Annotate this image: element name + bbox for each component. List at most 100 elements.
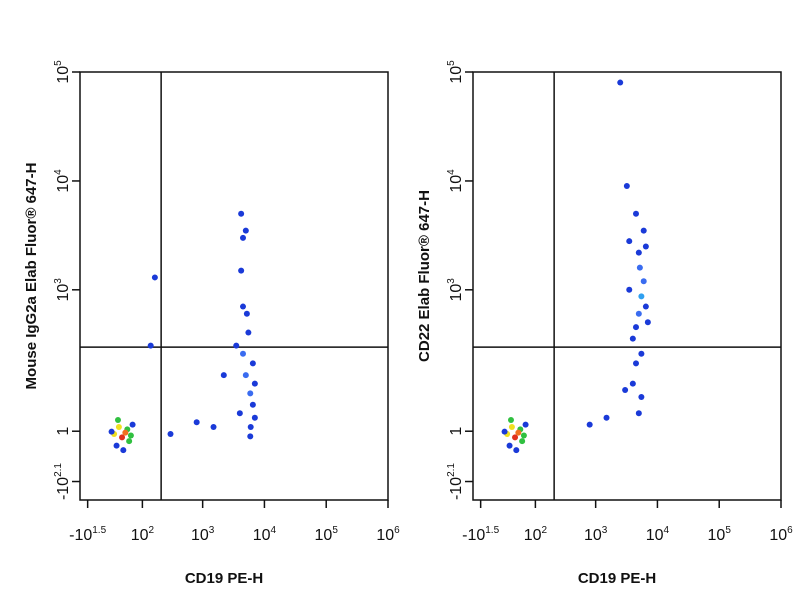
tick-label: -102.1 <box>446 463 465 500</box>
event-dot <box>210 423 217 430</box>
event-dot <box>519 438 526 445</box>
tick-base: -10 <box>462 527 485 544</box>
tick-exponent: 4 <box>53 169 64 175</box>
tick-exponent: 4 <box>664 525 670 536</box>
event-dot <box>151 274 158 281</box>
tick-label: 106 <box>769 525 793 544</box>
tick-exponent: 3 <box>446 278 457 284</box>
tick-base: 10 <box>55 175 72 193</box>
tick-base: -10 <box>448 477 465 500</box>
tick-base: 10 <box>448 175 465 193</box>
event-dot <box>508 423 515 430</box>
tick-label: 1 <box>448 427 465 436</box>
tick-exponent: 2.1 <box>53 463 64 477</box>
event-dot <box>220 372 227 379</box>
event-dot <box>119 434 126 441</box>
tick-base: 10 <box>646 527 664 544</box>
event-dot <box>626 238 633 245</box>
tick-label: 102 <box>131 525 155 544</box>
event-dot <box>638 293 645 300</box>
tick-label: 1 <box>55 427 72 436</box>
tick-exponent: 1.5 <box>485 525 499 536</box>
event-dot <box>238 267 245 274</box>
event-dot <box>126 438 133 445</box>
event-dot <box>632 360 639 367</box>
event-dot <box>122 429 129 436</box>
tick-exponent: 2.1 <box>446 463 457 477</box>
tick-label: 106 <box>376 525 400 544</box>
tick-label: 105 <box>53 60 72 84</box>
event-dot <box>108 428 115 435</box>
event-dot <box>238 210 245 217</box>
tick-label: 105 <box>708 525 732 544</box>
tick-label: 103 <box>446 278 465 302</box>
tick-label: -101.5 <box>69 525 106 544</box>
tick-base: 10 <box>448 284 465 302</box>
event-dot <box>501 428 508 435</box>
event-dot <box>642 303 649 310</box>
event-dot <box>193 419 200 426</box>
event-dot <box>127 432 134 439</box>
tick-exponent: 6 <box>787 525 793 536</box>
tick-base: 10 <box>55 284 72 302</box>
event-dot <box>629 380 636 387</box>
tick-exponent: 3 <box>209 525 215 536</box>
tick-exponent: 5 <box>446 60 457 66</box>
event-dot <box>638 350 645 357</box>
tick-label: 105 <box>446 60 465 84</box>
event-dot <box>236 410 243 417</box>
tick-base: 10 <box>253 527 271 544</box>
event-dot <box>249 401 256 408</box>
event-dot <box>251 380 258 387</box>
event-dot <box>242 227 249 234</box>
tick-base: 10 <box>376 527 394 544</box>
tick-base: -10 <box>69 527 92 544</box>
tick-base: 10 <box>524 527 542 544</box>
event-dot <box>515 429 522 436</box>
tick-base: 10 <box>769 527 787 544</box>
tick-label: -102.1 <box>53 463 72 500</box>
tick-label: 104 <box>253 525 277 544</box>
event-dot <box>617 79 624 86</box>
tick-exponent: 3 <box>53 278 64 284</box>
tick-base: 10 <box>708 527 726 544</box>
event-dot <box>522 421 529 428</box>
event-dot <box>249 360 256 367</box>
event-dot <box>642 243 649 250</box>
event-dot <box>635 249 642 256</box>
event-dot <box>247 390 254 397</box>
tick-exponent: 4 <box>271 525 277 536</box>
event-dot <box>147 342 154 349</box>
tick-label: -101.5 <box>462 525 499 544</box>
event-dot <box>120 447 127 454</box>
event-dot <box>114 416 121 423</box>
tick-label: 103 <box>584 525 608 544</box>
event-dot <box>243 310 250 317</box>
tick-label: 104 <box>446 169 465 193</box>
tick-label: 103 <box>191 525 215 544</box>
event-dot <box>603 414 610 421</box>
event-dot <box>632 210 639 217</box>
event-dot <box>506 442 513 449</box>
event-dot <box>586 421 593 428</box>
tick-label: 103 <box>53 278 72 302</box>
tick-exponent: 3 <box>602 525 608 536</box>
event-dot <box>239 350 246 357</box>
event-dot <box>239 303 246 310</box>
event-dot <box>638 394 645 401</box>
tick-exponent: 5 <box>53 60 64 66</box>
plot-frame <box>472 71 782 501</box>
tick-exponent: 1.5 <box>92 525 106 536</box>
event-dot <box>245 329 252 336</box>
event-dot <box>644 319 651 326</box>
tick-label: 104 <box>646 525 670 544</box>
event-dot <box>247 433 254 440</box>
tick-base: 10 <box>191 527 209 544</box>
tick-label: 105 <box>315 525 339 544</box>
event-dot <box>640 278 647 285</box>
event-dot <box>520 432 527 439</box>
event-dot <box>512 434 519 441</box>
tick-base: 10 <box>315 527 333 544</box>
event-dot <box>247 423 254 430</box>
event-dot <box>635 410 642 417</box>
